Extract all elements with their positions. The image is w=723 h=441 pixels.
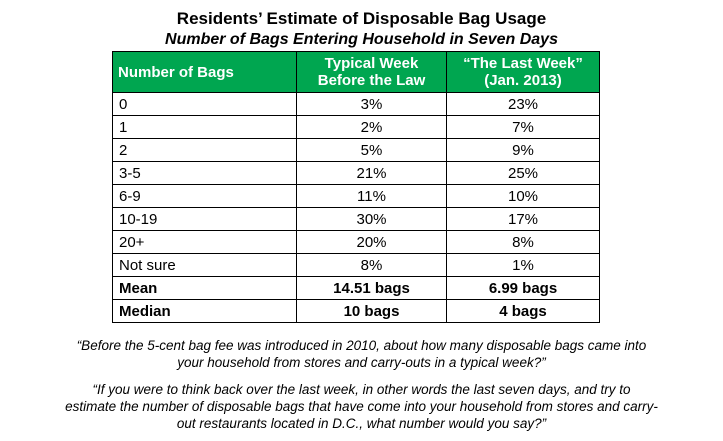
table-header-row: Number of Bags Typical Week Before the L… <box>112 51 600 93</box>
header-last-week: “The Last Week” (Jan. 2013) <box>446 51 600 93</box>
table-row: 2 5% 9% <box>112 138 600 162</box>
question-last-week-line2: estimate the number of disposable bags t… <box>65 399 658 414</box>
row-label: 10-19 <box>112 207 297 231</box>
table-row: Not sure 8% 1% <box>112 253 600 277</box>
table-row: 0 3% 23% <box>112 92 600 116</box>
chart-subtitle: Number of Bags Entering Household in Sev… <box>165 31 558 48</box>
last-week-value: 1% <box>446 253 600 277</box>
row-label: 0 <box>112 92 297 116</box>
last-week-value: 17% <box>446 207 600 231</box>
summary-row: Mean 14.51 bags 6.99 bags <box>112 276 600 300</box>
before-law-value: 5% <box>296 138 447 162</box>
last-week-value: 23% <box>446 92 600 116</box>
table-row: 20+ 20% 8% <box>112 230 600 254</box>
row-label: Mean <box>112 276 297 300</box>
bag-usage-table: Number of Bags Typical Week Before the L… <box>112 51 600 323</box>
header-last-week-line2: (Jan. 2013) <box>484 72 562 89</box>
last-week-value: 4 bags <box>446 299 600 323</box>
chart-title: Residents’ Estimate of Disposable Bag Us… <box>176 9 547 28</box>
question-last-week: “If you were to think back over the last… <box>0 381 723 432</box>
question-before-law-line1: “Before the 5-cent bag fee was introduce… <box>76 338 647 353</box>
table-row: 6-9 11% 10% <box>112 184 600 208</box>
header-typical-week-line1: Typical Week <box>324 55 419 72</box>
header-number-of-bags: Number of Bags <box>112 51 297 93</box>
row-label: 3-5 <box>112 161 297 185</box>
row-label: 2 <box>112 138 297 162</box>
row-label: 6-9 <box>112 184 297 208</box>
before-law-value: 2% <box>296 115 447 139</box>
header-last-week-line1: “The Last Week” <box>463 55 583 72</box>
last-week-value: 25% <box>446 161 600 185</box>
table-row: 10-19 30% 17% <box>112 207 600 231</box>
table-body: 0 3% 23% 1 2% 7% 2 5% 9% 3-5 21% 25% 6-9 11% 10% 10-19 3… <box>112 92 600 323</box>
question-before-law-line2: your household from stores and carry-out… <box>177 355 546 370</box>
before-law-value: 20% <box>296 230 447 254</box>
before-law-value: 30% <box>296 207 447 231</box>
question-last-week-line1: “If you were to think back over the last… <box>92 382 631 397</box>
row-label: 1 <box>112 115 297 139</box>
last-week-value: 8% <box>446 230 600 254</box>
before-law-value: 8% <box>296 253 447 277</box>
summary-row: Median 10 bags 4 bags <box>112 299 600 323</box>
last-week-value: 6.99 bags <box>446 276 600 300</box>
before-law-value: 10 bags <box>296 299 447 323</box>
last-week-value: 10% <box>446 184 600 208</box>
row-label: 20+ <box>112 230 297 254</box>
last-week-value: 9% <box>446 138 600 162</box>
before-law-value: 11% <box>296 184 447 208</box>
header-typical-week: Typical Week Before the Law <box>296 51 447 93</box>
row-label: Median <box>112 299 297 323</box>
before-law-value: 21% <box>296 161 447 185</box>
question-before-law: “Before the 5-cent bag fee was introduce… <box>0 337 723 371</box>
table-row: 1 2% 7% <box>112 115 600 139</box>
row-label: Not sure <box>112 253 297 277</box>
header-typical-week-line2: Before the Law <box>317 72 426 89</box>
before-law-value: 14.51 bags <box>296 276 447 300</box>
last-week-value: 7% <box>446 115 600 139</box>
question-last-week-line3: out restaurants located in D.C., what nu… <box>176 416 547 431</box>
before-law-value: 3% <box>296 92 447 116</box>
table-row: 3-5 21% 25% <box>112 161 600 185</box>
